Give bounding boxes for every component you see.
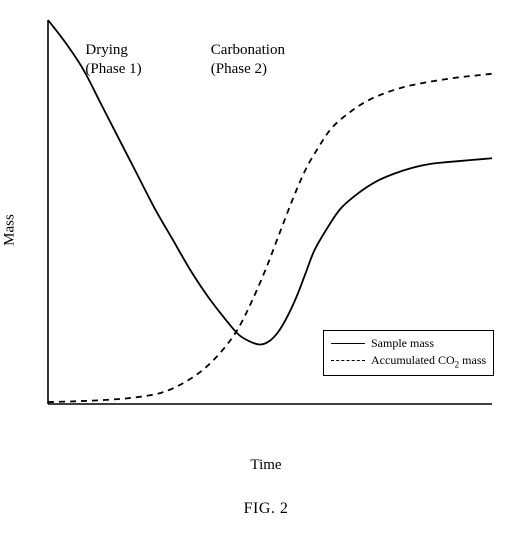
legend-label: Accumulated CO2 mass (371, 352, 486, 371)
phase-label-2: Carbonation (Phase 2) (211, 41, 285, 79)
legend-swatch-solid (331, 343, 365, 344)
legend-item-2: Accumulated CO2 mass (331, 352, 486, 371)
phase-label-1: Drying (Phase 1) (85, 41, 141, 79)
page-root: Mass Time Drying (Phase 1) Carbonation (P… (0, 0, 532, 536)
legend-swatch-dashed (331, 360, 365, 361)
legend-label: Sample mass (371, 335, 434, 351)
x-axis-label: Time (250, 457, 281, 474)
y-axis-label: Mass (2, 214, 19, 246)
legend-item-1: Sample mass (331, 335, 486, 351)
legend: Sample massAccumulated CO2 mass (323, 330, 494, 376)
figure-caption: FIG. 2 (244, 500, 289, 518)
chart-container: Mass Time Drying (Phase 1)Carbonation (P… (18, 14, 514, 446)
